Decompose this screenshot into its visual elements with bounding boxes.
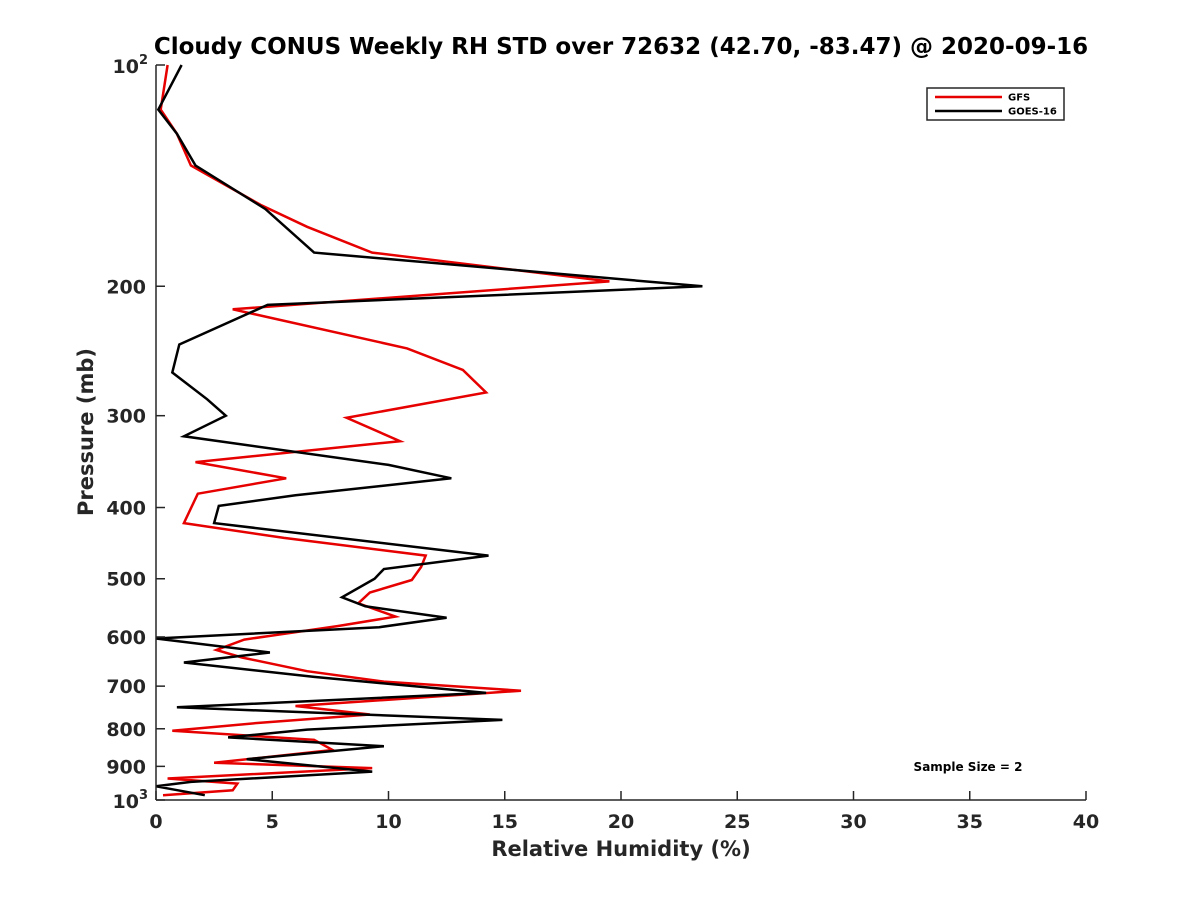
series-line-goes16 — [155, 64, 703, 797]
y-tick-label: 600 — [106, 627, 146, 649]
x-tick-label: 35 — [957, 811, 983, 833]
y-tick-label: 700 — [106, 676, 146, 698]
legend-box — [926, 87, 1065, 121]
legend: GFS GOES-16 — [926, 87, 1065, 121]
axes — [155, 65, 1086, 801]
x-tick-label: 30 — [840, 811, 866, 833]
x-tick-label: 5 — [266, 811, 279, 833]
legend-label-goes16: GOES-16 — [1008, 107, 1057, 118]
x-tick-label: 10 — [375, 811, 401, 833]
y-axis-label: Pressure (mb) — [74, 348, 98, 516]
x-tick-label: 40 — [1073, 811, 1099, 833]
y-tick-label: 800 — [106, 719, 146, 741]
series-layer — [155, 64, 703, 797]
y-ticks: 102 200 300 400 500 600 700 800 900 103 — [106, 53, 165, 813]
x-ticks: 0 5 10 15 20 25 30 35 40 — [149, 791, 1099, 833]
legend-label-gfs: GFS — [1008, 93, 1030, 104]
chart-title: Cloudy CONUS Weekly RH STD over 72632 (4… — [154, 34, 1088, 60]
series-line-gfs — [159, 64, 610, 797]
y-tick-label: 900 — [106, 756, 146, 778]
y-tick-label: 500 — [106, 569, 146, 591]
sample-size-annotation: Sample Size = 2 — [914, 760, 1023, 774]
x-tick-label: 15 — [492, 811, 518, 833]
y-tick-label: 200 — [106, 276, 146, 298]
y-tick-label: 400 — [106, 498, 146, 520]
y-tick-label: 300 — [106, 406, 146, 428]
x-tick-label: 25 — [724, 811, 750, 833]
x-tick-label: 20 — [608, 811, 634, 833]
y-tick-label: 102 — [113, 53, 149, 78]
x-axis-label: Relative Humidity (%) — [491, 837, 750, 861]
x-tick-label: 0 — [149, 811, 162, 833]
y-tick-label: 103 — [113, 788, 149, 813]
